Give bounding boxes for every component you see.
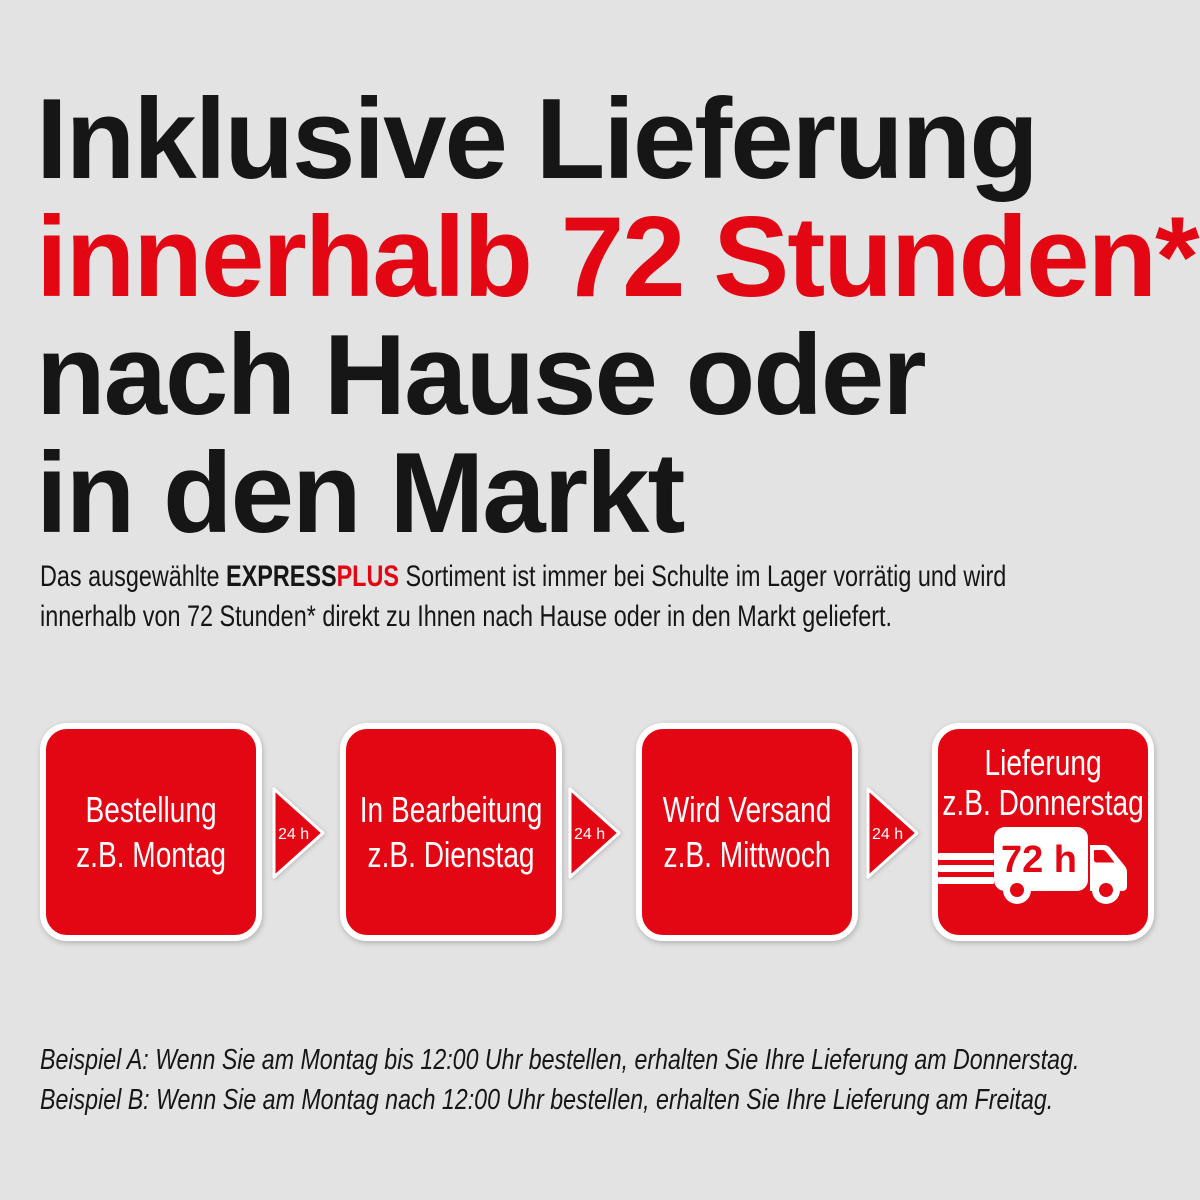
step-box-lieferung: Lieferung z.B. Donnerstag	[932, 723, 1154, 941]
step-title: Bestellung	[85, 789, 217, 830]
arrow-label: 24 h	[872, 826, 903, 843]
step-subtitle: z.B. Dienstag	[367, 834, 535, 875]
intro-line-1: Das ausgewählte EXPRESSPLUS Sortiment is…	[40, 557, 1006, 597]
heading-line-2-highlight: innerhalb 72 Stunden*	[36, 194, 1200, 321]
step-title: Lieferung	[984, 742, 1102, 783]
delivery-truck-icon: 72 h	[938, 827, 1130, 907]
step-subtitle: z.B. Donnerstag	[942, 782, 1144, 823]
intro-line-1-rest: Sortiment ist immer bei Schulte im Lager…	[398, 560, 1007, 593]
brand-plus: PLUS	[336, 560, 399, 593]
arrow-label: 24 h	[574, 826, 605, 843]
arrow-label: 24 h	[278, 826, 309, 843]
step-title: Wird Versand	[662, 789, 832, 830]
right-arrow-icon: 24 h	[568, 787, 621, 879]
main-heading: Inklusive Lieferung innerhalb 72 Stunden…	[36, 76, 1200, 557]
heading-line-4: in den Markt	[36, 430, 685, 557]
flow-arrow-3: 24 h	[866, 786, 920, 880]
truck-label: 72 h	[1001, 839, 1077, 881]
step-box-bestellung: Bestellung z.B. Montag	[40, 723, 262, 941]
brand-express: EXPRESS	[226, 560, 337, 593]
step-subtitle: z.B. Mittwoch	[663, 834, 831, 875]
truck-window	[1094, 850, 1115, 863]
example-line-b: Beispiel B: Wenn Sie am Montag nach 12:0…	[40, 1084, 1054, 1116]
speed-lines	[938, 853, 994, 884]
heading-line-1: Inklusive Lieferung	[36, 76, 1039, 203]
truck-cargo-box	[994, 827, 1088, 891]
example-line-a: Beispiel A: Wenn Sie am Montag bis 12:00…	[40, 1044, 1080, 1076]
step-box-in-bearbeitung: In Bearbeitung z.B. Dienstag	[340, 723, 562, 941]
flow-arrow-2: 24 h	[568, 786, 622, 880]
step-title: In Bearbeitung	[359, 789, 543, 830]
right-arrow-icon: 24 h	[272, 787, 325, 879]
flow-arrow-1: 24 h	[272, 786, 326, 880]
truck-72h-icon: 72 h	[938, 827, 1127, 904]
step-box-wird-versand: Wird Versand z.B. Mittwoch	[636, 723, 858, 941]
right-arrow-icon: 24 h	[866, 787, 919, 879]
heading-line-3: nach Hause oder	[36, 312, 927, 439]
intro-paragraph: Das ausgewählte EXPRESSPLUS Sortiment is…	[40, 557, 1006, 637]
examples-footnote: Beispiel A: Wenn Sie am Montag bis 12:00…	[40, 1040, 1079, 1120]
intro-prefix: Das ausgewählte	[40, 560, 227, 593]
step-subtitle: z.B. Montag	[76, 834, 226, 875]
intro-line-2: innerhalb von 72 Stunden* direkt zu Ihne…	[40, 600, 893, 633]
